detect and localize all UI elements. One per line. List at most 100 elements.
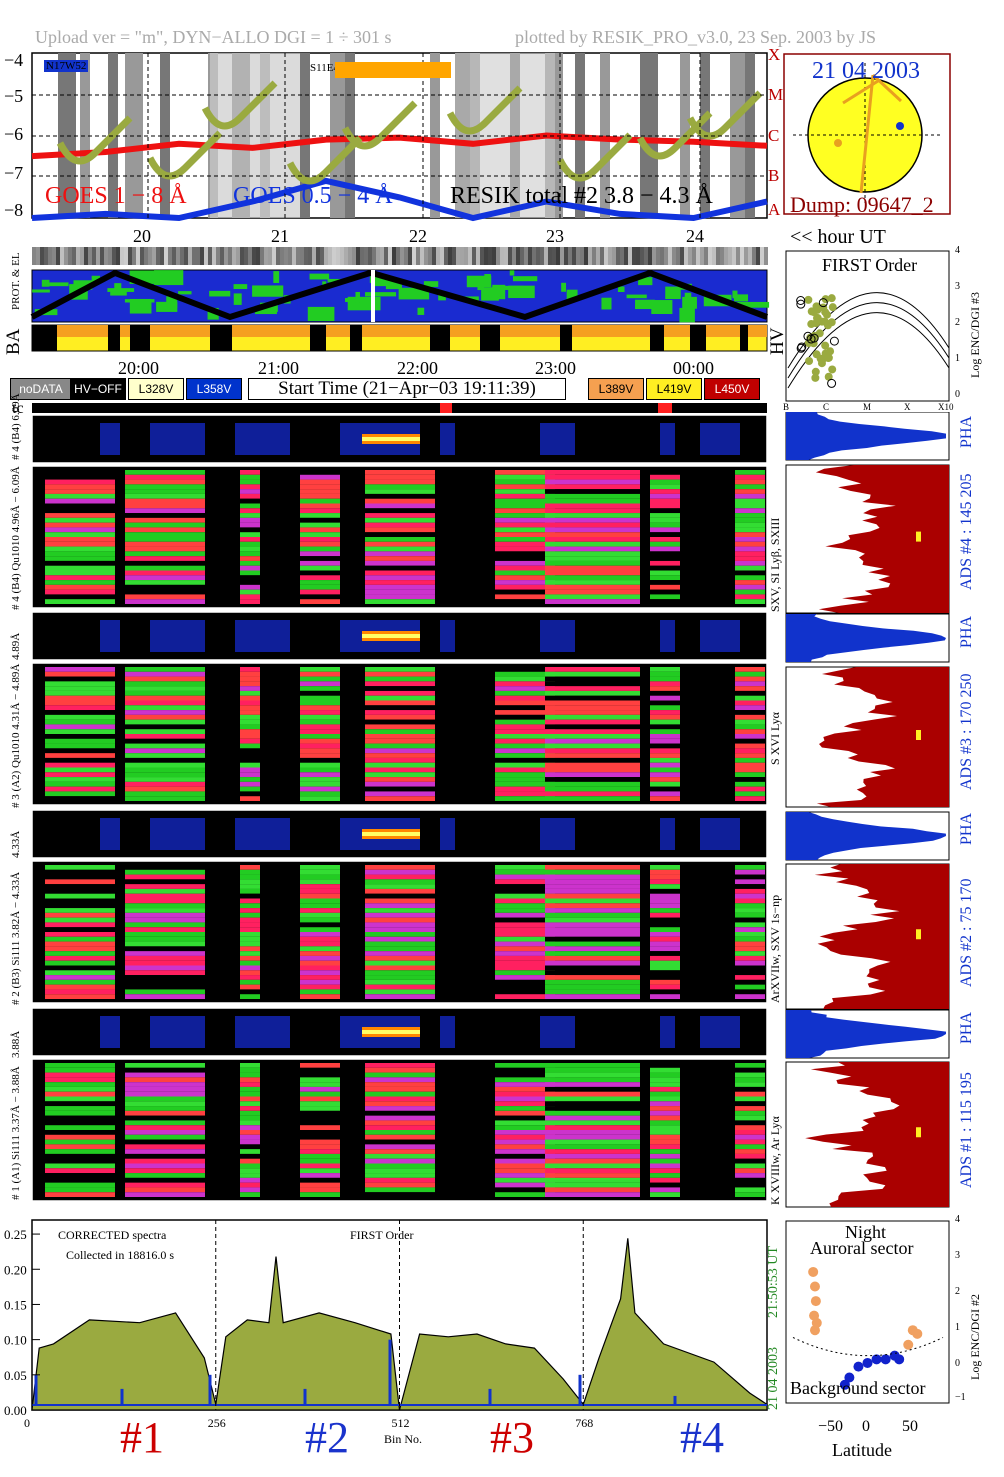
orbit-tick: [156, 247, 160, 265]
spectrogram-stripe: [735, 865, 765, 870]
latitude-point: [809, 1281, 820, 1292]
spectrogram-stripe: [650, 470, 680, 475]
orbit-tick: [512, 247, 516, 265]
orbit-tick: [612, 247, 616, 265]
spectrogram-stripe: [240, 970, 260, 976]
spectrogram-stripe: [365, 700, 435, 706]
spectrogram-stripe: [240, 1163, 260, 1169]
day-tick-23: 23: [546, 226, 564, 246]
spectrogram-stripe: [45, 671, 115, 677]
spectrogram-stripe: [650, 1173, 680, 1178]
pha-band: [150, 818, 205, 850]
spectrogram-stripe: [125, 570, 205, 576]
spectrogram-stripe: [365, 1187, 435, 1193]
hv-off-block: [480, 325, 500, 351]
spectrogram-stripe: [300, 932, 340, 937]
spectrogram-stripe: [545, 522, 640, 528]
spectrogram-stripe: [45, 946, 115, 952]
spectrogram-stripe: [650, 941, 680, 947]
spectrogram-stripe: [300, 1072, 340, 1078]
orbit-tick: [220, 247, 224, 265]
orbit-tick: [480, 247, 484, 265]
spectrogram-stripe: [735, 484, 765, 490]
spectrogram-stripe: [735, 1163, 765, 1169]
spectrogram-stripe: [495, 922, 555, 928]
fo-xtick-2: M: [863, 402, 872, 412]
spectrogram-stripe: [495, 1110, 555, 1116]
spectrogram-stripe: [125, 1153, 205, 1159]
spectrogram-stripe: [45, 1163, 115, 1169]
spectrogram-stripe: [495, 1063, 555, 1068]
first-order-point: [821, 341, 830, 350]
ch2-main-label: # 2 (B3) Si111 3.82Å − 4.33Å: [10, 871, 22, 1005]
spectrogram-stripe: [545, 1086, 640, 1092]
spectrogram-stripe: [45, 1168, 115, 1174]
spectrogram-stripe: [45, 1072, 115, 1078]
hv-off-block: [560, 325, 572, 351]
spectrogram-stripe: [735, 690, 765, 696]
legend-l328: L328V: [128, 378, 184, 400]
spectrogram-stripe: [545, 865, 640, 870]
spectrogram-stripe: [45, 705, 115, 711]
orbit-tick: [580, 247, 584, 265]
spectrogram-stripe: [300, 936, 340, 942]
spectrogram-stripe: [45, 979, 115, 985]
pha-band: [100, 620, 120, 652]
spectrogram-stripe: [545, 1177, 640, 1183]
spectrogram-stripe: [45, 489, 115, 494]
pha-band: [235, 423, 290, 455]
spectrogram-stripe: [735, 1192, 765, 1197]
spectrogram-stripe: [735, 527, 765, 533]
orbit-tick: [464, 247, 468, 265]
spectrum-note2: Collected in 18816.0 s: [66, 1248, 174, 1262]
spectrogram-stripe: [365, 791, 435, 797]
spectrogram-stripe: [735, 1139, 765, 1145]
spectrogram-stripe: [545, 541, 640, 547]
legend-resik: RESIK total #2 3.8 − 4.3 Å: [450, 183, 713, 209]
orbit-tick: [284, 247, 288, 265]
orbit-tick: [184, 247, 188, 265]
spectrogram-stripe: [495, 484, 555, 490]
orbit-green-patch: [665, 286, 681, 300]
spectrogram-stripe: [125, 1096, 205, 1102]
spectrogram-stripe: [545, 1115, 640, 1121]
spectrogram-stripe: [125, 594, 205, 600]
sun-active-region-2: [896, 122, 904, 130]
spectrogram-stripe: [735, 470, 765, 475]
spectrogram-stripe: [495, 955, 555, 961]
spectrogram-stripe: [650, 1106, 680, 1111]
ch1-ads-label: ADS #1 : 115 195: [958, 1072, 975, 1188]
spectrogram-stripe: [125, 676, 205, 682]
spectrogram-stripe: [365, 738, 435, 744]
orbit-tick: [264, 247, 268, 265]
orbit-tick: [684, 247, 688, 265]
spectrogram-stripe: [365, 537, 435, 542]
time-tick-1: 21:00: [258, 358, 300, 378]
spectrogram-stripe: [495, 1182, 555, 1188]
spectrogram-stripe: [650, 955, 680, 961]
spectrogram-stripe: [45, 941, 115, 947]
orbit-green-patch: [477, 285, 485, 291]
spectrogram-stripe: [365, 1168, 435, 1174]
spectrogram-stripe: [495, 975, 555, 980]
orbit-green-patch: [154, 270, 184, 286]
spectrogram-stripe: [240, 922, 260, 928]
spectrogram-stripe: [125, 474, 205, 480]
spectrogram-stripe: [735, 989, 765, 995]
orbit-green-patch: [207, 307, 219, 320]
spectrogram-stripe: [125, 757, 205, 763]
pha-band: [540, 423, 575, 455]
spectrogram-stripe: [300, 584, 340, 590]
orbit-tick: [116, 247, 120, 265]
spectrogram-stripe: [650, 508, 680, 514]
spectrogram-stripe: [545, 594, 640, 600]
spectrogram-stripe: [735, 951, 765, 956]
orbit-tick: [180, 247, 184, 265]
goes-night-band: [600, 53, 610, 218]
spectrogram-stripe: [125, 498, 205, 504]
pha-band: [100, 818, 120, 850]
spectrogram-stripe: [300, 594, 340, 600]
spectrogram-stripe: [300, 1130, 340, 1135]
spectrogram-stripe: [545, 551, 640, 557]
spectrogram-stripe: [495, 580, 555, 585]
